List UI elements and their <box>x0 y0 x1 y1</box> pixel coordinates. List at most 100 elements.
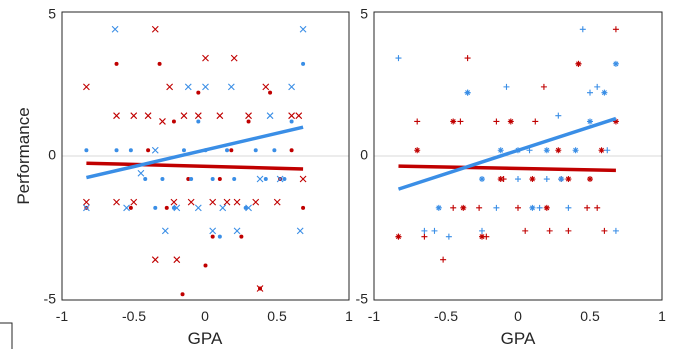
right-blue-star-point-5 <box>529 204 536 211</box>
right-red-plus-point-20 <box>594 204 601 211</box>
left-red-fit-line <box>86 161 304 171</box>
crop-bracket <box>0 322 13 349</box>
left-blue-x-point-9 <box>202 83 209 91</box>
right-marks <box>395 26 619 263</box>
left-xtick-0.5: 0.5 <box>267 308 287 324</box>
left-blue-x-point-15 <box>256 175 264 183</box>
left-blue-dot-point-21 <box>301 61 306 66</box>
left-blue-dot-point-7 <box>181 148 186 153</box>
left-blue-x-point-4 <box>151 146 159 154</box>
right-red-star-point-10 <box>565 176 572 183</box>
right-red-plus-point-15 <box>546 227 553 234</box>
right-ytick-5: 5 <box>360 6 368 22</box>
right-red-star-point-11 <box>575 60 582 67</box>
left-blue-x-point-8 <box>194 204 202 212</box>
left-red-x-point-10 <box>166 83 174 91</box>
left-red-x-point-7 <box>151 25 159 33</box>
left-red-x-point-5 <box>130 198 138 206</box>
right-blue-fit-line <box>397 116 617 191</box>
right-red-star-point-7 <box>529 176 536 183</box>
right-blue-star-point-2 <box>479 176 485 183</box>
right-red-star-point-5 <box>497 176 504 183</box>
left-red-x-point-4 <box>130 112 138 120</box>
left-red-x-point-0 <box>83 83 90 91</box>
left-red-dot-point-7 <box>180 292 185 297</box>
left-red-dot-point-15 <box>246 119 251 124</box>
right-xtick-minus1: -1 <box>368 308 381 324</box>
left-blue-x-point-18 <box>288 83 295 91</box>
left-blue-dot-point-8 <box>189 177 194 182</box>
right-red-star-point-8 <box>543 204 550 211</box>
right-scatter-panel: 5 0 -5 -1 -0.5 0 0.5 1 GPA <box>356 6 667 348</box>
left-blue-dot-point-5 <box>160 177 165 182</box>
right-xtick-minus0.5: -0.5 <box>434 308 458 324</box>
left-blue-x-point-11 <box>219 204 227 212</box>
left-marks <box>83 25 307 297</box>
right-red-star-point-6 <box>507 118 514 125</box>
right-blue-star-point-6 <box>543 147 550 154</box>
right-xtick-0.5: 0.5 <box>580 308 600 324</box>
y-axis-label: Performance <box>14 107 33 204</box>
left-red-x-point-17 <box>209 198 217 206</box>
left-red-x-point-28 <box>295 112 303 120</box>
left-blue-x-point-1 <box>111 25 119 33</box>
right-red-star-point-1 <box>414 147 421 154</box>
left-red-x-point-22 <box>245 112 252 120</box>
left-red-dot-point-14 <box>239 234 244 239</box>
left-blue-x-point-14 <box>245 204 252 212</box>
left-blue-fit-line <box>85 125 304 180</box>
left-red-dot-point-11 <box>210 234 215 239</box>
left-red-x-point-18 <box>216 112 224 120</box>
right-plot-frame <box>373 11 663 301</box>
left-red-dot-point-10 <box>203 263 208 268</box>
left-blue-dot-point-13 <box>225 148 230 153</box>
left-red-x-point-20 <box>230 54 238 62</box>
right-red-plus-point-2 <box>421 233 428 240</box>
left-red-x-point-14 <box>187 198 195 206</box>
left-ytick-0: 0 <box>48 147 56 163</box>
left-blue-dot-point-20 <box>289 119 294 124</box>
left-xtick-1: 1 <box>345 308 353 324</box>
right-blue-plus-point-14 <box>579 26 586 33</box>
left-blue-x-point-19 <box>296 227 304 235</box>
right-blue-plus-point-16 <box>594 83 601 90</box>
right-blue-star-point-7 <box>558 176 565 183</box>
right-blue-plus-point-3 <box>445 233 452 240</box>
right-blue-plus-point-6 <box>493 204 500 211</box>
right-red-star-point-14 <box>612 118 619 125</box>
left-red-x-point-15 <box>194 112 202 120</box>
left-red-dot-point-17 <box>268 90 273 95</box>
left-blue-x-point-3 <box>137 169 145 177</box>
left-ytick-minus5: -5 <box>44 291 57 307</box>
right-red-plus-point-3 <box>440 256 447 263</box>
right-blue-plus-point-15 <box>587 89 593 96</box>
right-blue-plus-point-8 <box>515 176 521 183</box>
right-blue-plus-point-10 <box>536 204 543 211</box>
right-ytick-minus5: -5 <box>356 291 369 307</box>
right-red-plus-point-6 <box>464 55 471 62</box>
left-blue-dot-point-4 <box>153 205 158 210</box>
left-red-dot-point-1 <box>114 61 119 66</box>
left-blue-dot-point-17 <box>263 177 268 182</box>
left-blue-x-point-0 <box>83 204 90 212</box>
left-x-axis-label: GPA <box>188 329 223 348</box>
left-red-dot-point-6 <box>171 119 176 124</box>
left-xtick-0: 0 <box>201 308 209 324</box>
right-red-fit-line <box>398 164 616 173</box>
left-red-x-point-21 <box>233 198 241 206</box>
right-red-star-point-9 <box>555 147 562 154</box>
right-red-star-point-13 <box>598 147 605 154</box>
right-blue-plus-point-12 <box>555 112 562 119</box>
right-red-plus-point-19 <box>584 204 591 211</box>
left-red-x-point-19 <box>223 198 231 206</box>
right-red-plus-point-11 <box>515 204 521 211</box>
right-blue-star-point-0 <box>435 204 442 211</box>
right-red-plus-point-7 <box>476 204 483 211</box>
right-red-plus-point-22 <box>612 26 619 33</box>
left-blue-dot-point-19 <box>282 177 287 182</box>
left-red-x-point-3 <box>113 198 120 206</box>
left-red-x-point-13 <box>180 112 188 120</box>
left-blue-x-point-17 <box>276 175 284 183</box>
left-red-x-point-1 <box>83 198 90 206</box>
left-blue-x-point-10 <box>209 227 217 235</box>
